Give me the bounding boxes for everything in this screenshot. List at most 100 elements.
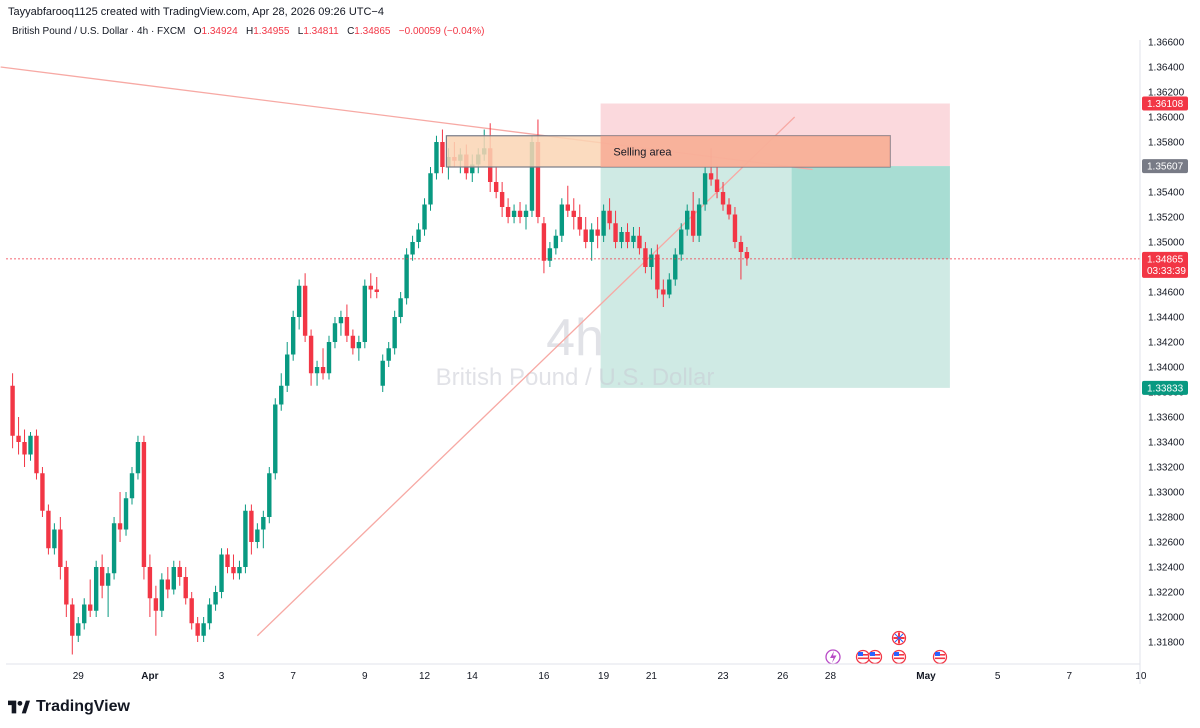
candle-body	[40, 473, 45, 511]
candle	[58, 517, 63, 580]
candle-body	[511, 210, 517, 217]
stop-price-tag-label: 1.36108	[1147, 99, 1184, 110]
lightning-event-icon[interactable]	[825, 649, 841, 665]
candle-body	[685, 210, 690, 230]
candle-body	[82, 604, 87, 624]
candle-body	[690, 210, 696, 236]
stop-price-tag	[1142, 96, 1188, 111]
candle	[601, 204, 606, 242]
open-label: O	[193, 26, 202, 37]
watermark-interval: 4h	[546, 309, 604, 367]
candle	[22, 429, 27, 467]
price-tick-label: 1.32800	[1148, 513, 1185, 524]
candle	[398, 292, 403, 324]
time-tick-label: 21	[646, 671, 658, 682]
candle-body	[404, 254, 409, 299]
candle-body	[499, 192, 505, 207]
candle	[434, 135, 439, 180]
candle	[28, 432, 33, 461]
price-tick-label: 1.32600	[1148, 538, 1185, 549]
candle	[499, 182, 505, 217]
candle	[159, 573, 165, 617]
candle	[505, 198, 511, 224]
candle-body	[505, 207, 511, 217]
candle	[679, 223, 684, 261]
candle	[70, 598, 75, 655]
candle-body	[261, 517, 266, 530]
time-tick-label: 3	[219, 671, 225, 682]
candle	[314, 360, 320, 386]
price-tick-label: 1.36200	[1148, 88, 1185, 99]
economic-events[interactable]	[825, 630, 948, 665]
candle	[123, 492, 129, 536]
low-value: 1.34811	[303, 26, 339, 37]
candle	[153, 585, 159, 636]
selling-area-label: Selling area	[613, 146, 672, 158]
candle	[541, 217, 547, 274]
candle	[673, 248, 678, 286]
candle-body	[10, 385, 15, 436]
candle	[422, 198, 427, 236]
candle-body	[183, 577, 188, 599]
candle-body	[76, 623, 81, 636]
selling-area-box[interactable]: Selling area	[445, 135, 891, 168]
candle-body	[279, 385, 284, 405]
candle-body	[267, 473, 272, 517]
time-axis[interactable]: 29 Apr 3 7 9 12 14 16 19 21 23 26 28 May 5 7 10	[73, 671, 1147, 682]
candle-body	[249, 510, 254, 542]
candle	[696, 198, 702, 242]
candle	[386, 342, 391, 367]
us-flag-event-icon[interactable]	[891, 649, 907, 665]
candle-body	[732, 214, 738, 242]
candle-body	[135, 442, 141, 474]
candle	[493, 167, 499, 199]
price-tick-label: 1.32000	[1148, 613, 1185, 624]
candle	[82, 598, 87, 630]
candle	[511, 204, 517, 224]
candle-body	[559, 204, 565, 236]
candle	[279, 373, 284, 411]
candle	[649, 248, 654, 280]
candle-body	[374, 289, 379, 292]
candle	[261, 510, 266, 549]
candle-body	[195, 623, 200, 636]
candle-body	[619, 232, 624, 242]
price-tick-label: 1.36400	[1148, 63, 1185, 74]
uk-flag-event-icon[interactable]	[891, 630, 907, 646]
candle-body	[673, 254, 678, 280]
candle-body	[302, 285, 308, 336]
candle-body	[99, 567, 105, 586]
candle-body	[434, 142, 439, 174]
time-tick-label: 9	[362, 671, 368, 682]
price-tick-label: 1.36600	[1148, 38, 1185, 49]
candle-body	[607, 210, 612, 224]
current-price-tag	[1142, 251, 1188, 278]
time-tick-label: May	[916, 671, 936, 682]
tradingview-logo[interactable]: TradingView	[8, 698, 130, 716]
candle-body	[189, 598, 194, 624]
candle-body	[631, 235, 636, 242]
candle-body	[470, 164, 475, 174]
candle	[744, 247, 750, 266]
candle	[595, 217, 600, 249]
candle	[213, 585, 218, 611]
us-flag-event-icon[interactable]	[855, 649, 871, 665]
candle	[320, 348, 326, 380]
price-axis[interactable]: 1.36600 1.36400 1.36200 1.36000 1.35800 1.356…	[1148, 38, 1185, 649]
candle	[34, 429, 39, 480]
us-flag-event-icon[interactable]	[867, 649, 883, 665]
candle	[129, 467, 135, 505]
target-price-tag	[1142, 380, 1188, 395]
candle	[685, 204, 690, 236]
candle-body	[207, 604, 212, 624]
us-flag-event-icon[interactable]	[932, 649, 948, 665]
candle-body	[141, 442, 147, 567]
candle	[225, 548, 230, 574]
candle-body	[541, 223, 547, 261]
symbol-name[interactable]: British Pound / U.S. Dollar · 4h · FXCM	[12, 26, 186, 37]
candle	[613, 210, 618, 249]
selling-area-overlap	[600, 135, 891, 167]
candle-body	[553, 235, 559, 249]
candle-body	[637, 235, 642, 249]
